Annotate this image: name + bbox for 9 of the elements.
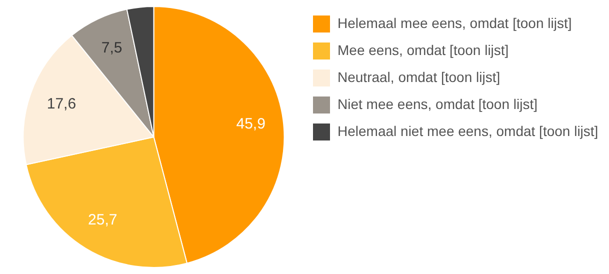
legend-label: Niet mee eens, omdat [toon lijst] <box>338 96 538 112</box>
data-label: 45,9 <box>236 116 266 133</box>
data-label: 17,6 <box>46 96 76 113</box>
legend-label: Neutraal, omdat [toon lijst] <box>338 68 500 85</box>
legend-label: Mee eens, omdat [toon lijst] <box>338 42 509 58</box>
data-label: 25,7 <box>88 212 118 229</box>
legend-label: Helemaal mee eens, omdat [toon lijst] <box>338 14 572 31</box>
legend-label: Helemaal niet mee eens, omdat [toon lijst] <box>338 122 598 139</box>
data-label: 7,5 <box>101 40 122 57</box>
